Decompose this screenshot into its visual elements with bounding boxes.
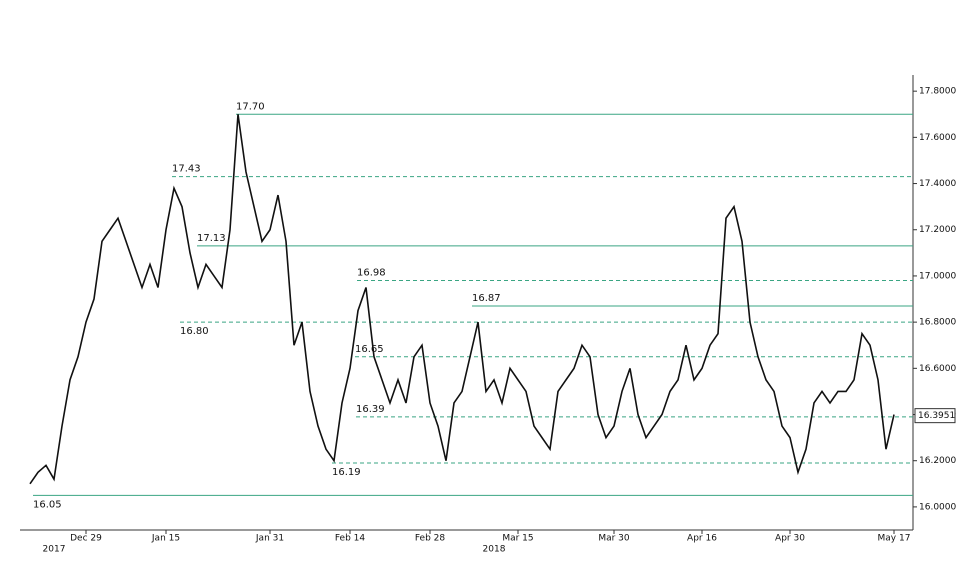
- x-tick-label: Feb 28: [415, 534, 446, 544]
- x-tick-label: Feb 14: [335, 534, 366, 544]
- y-tick-label: 16.0000: [919, 502, 956, 512]
- year-label: 2017: [43, 545, 66, 555]
- level-label: 17.43: [172, 164, 201, 175]
- x-tick-label: Dec 29: [70, 534, 102, 544]
- x-tick-label: Mar 30: [598, 534, 630, 544]
- x-tick-label: Mar 15: [502, 534, 533, 544]
- y-tick-label: 16.8000: [919, 318, 956, 328]
- x-tick-label: May 17: [878, 534, 911, 544]
- last-price-box: [914, 408, 956, 424]
- price-line: [29, 114, 895, 485]
- level-label: 16.98: [357, 268, 386, 279]
- level-label: 16.39: [356, 404, 385, 415]
- level-label: 17.70: [236, 101, 265, 112]
- level-label: 16.19: [332, 467, 361, 478]
- y-tick-label: 17.2000: [919, 225, 956, 235]
- year-label: 2018: [483, 545, 506, 555]
- last-price-label: 16.3951: [918, 411, 955, 421]
- x-tick-label: Apr 16: [687, 534, 717, 544]
- y-tick-label: 16.6000: [919, 364, 956, 374]
- level-label: 16.65: [355, 344, 384, 355]
- level-label: 16.87: [472, 293, 501, 304]
- level-label: 17.13: [197, 233, 226, 244]
- y-tick-label: 17.0000: [919, 271, 956, 281]
- y-tick-label: 17.4000: [919, 179, 956, 189]
- x-tick-label: Jan 15: [151, 534, 180, 544]
- y-tick-label: 16.2000: [919, 456, 956, 466]
- level-label: 16.05: [33, 499, 62, 510]
- y-tick-label: 17.6000: [919, 133, 956, 143]
- x-tick-label: Jan 31: [255, 534, 284, 544]
- y-tick-label: 17.8000: [919, 87, 956, 97]
- x-tick-label: Apr 30: [775, 534, 805, 544]
- level-label: 16.80: [180, 326, 209, 337]
